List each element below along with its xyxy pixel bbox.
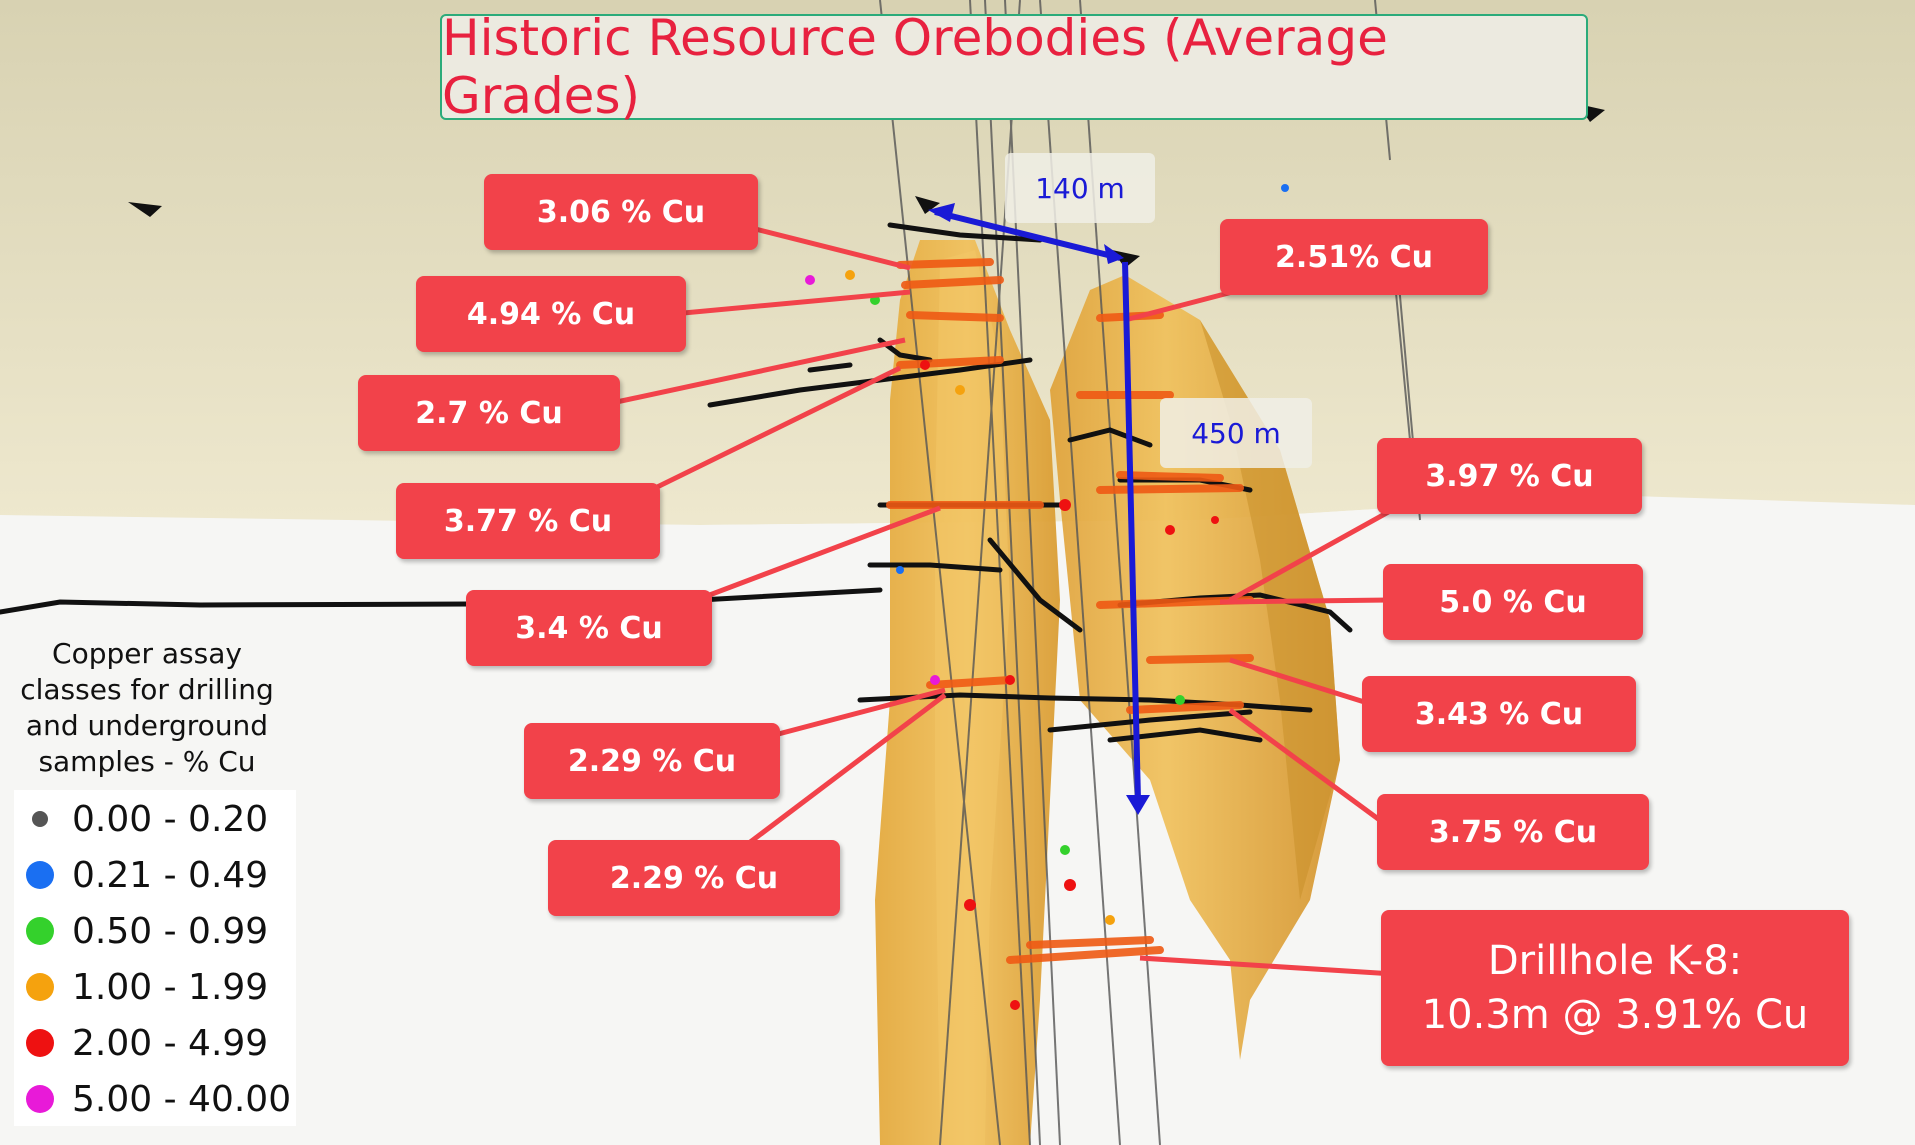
grade-callout: 3.97 % Cu xyxy=(1377,438,1642,514)
legend-swatch xyxy=(32,811,48,827)
legend-swatch xyxy=(26,861,54,889)
legend-swatch xyxy=(26,917,54,945)
legend-swatch xyxy=(26,973,54,1001)
legend-item: 0.00 - 0.20 xyxy=(26,799,268,840)
distance-vertical-label: 450 m xyxy=(1160,398,1312,468)
drillhole-intercept: 10.3m @ 3.91% Cu xyxy=(1421,992,1809,1038)
grade-callout: 5.0 % Cu xyxy=(1383,564,1643,640)
legend-item: 1.00 - 1.99 xyxy=(26,967,268,1008)
legend-item: 0.21 - 0.49 xyxy=(26,855,268,896)
grade-callout: 3.43 % Cu xyxy=(1362,676,1636,752)
grade-callout: 2.29 % Cu xyxy=(524,723,780,799)
drillhole-name: Drillhole K-8: xyxy=(1487,938,1743,984)
grade-callout: 3.06 % Cu xyxy=(484,174,758,250)
grade-callout: 3.77 % Cu xyxy=(396,483,660,559)
legend-swatch xyxy=(26,1029,54,1057)
legend xyxy=(14,790,296,1126)
grade-callout: 2.29 % Cu xyxy=(548,840,840,916)
legend-item: 2.00 - 4.99 xyxy=(26,1023,268,1064)
grade-callout: 2.7 % Cu xyxy=(358,375,620,451)
grade-callout: 4.94 % Cu xyxy=(416,276,686,352)
legend-item: 0.50 - 0.99 xyxy=(26,911,268,952)
legend-swatch xyxy=(26,1085,54,1113)
legend-item: 5.00 - 40.00 xyxy=(26,1079,291,1120)
legend-title: Copper assay classes for drilling and un… xyxy=(20,637,274,778)
distance-horizontal-label: 140 m xyxy=(1005,153,1155,223)
diagram-title: Historic Resource Orebodies (Average Gra… xyxy=(440,9,1588,125)
drillhole-callout: Drillhole K-8: 10.3m @ 3.91% Cu xyxy=(1381,910,1849,1066)
grade-callout: 2.51% Cu xyxy=(1220,219,1488,295)
grade-callout: 3.4 % Cu xyxy=(466,590,712,666)
grade-callout: 3.75 % Cu xyxy=(1377,794,1649,870)
